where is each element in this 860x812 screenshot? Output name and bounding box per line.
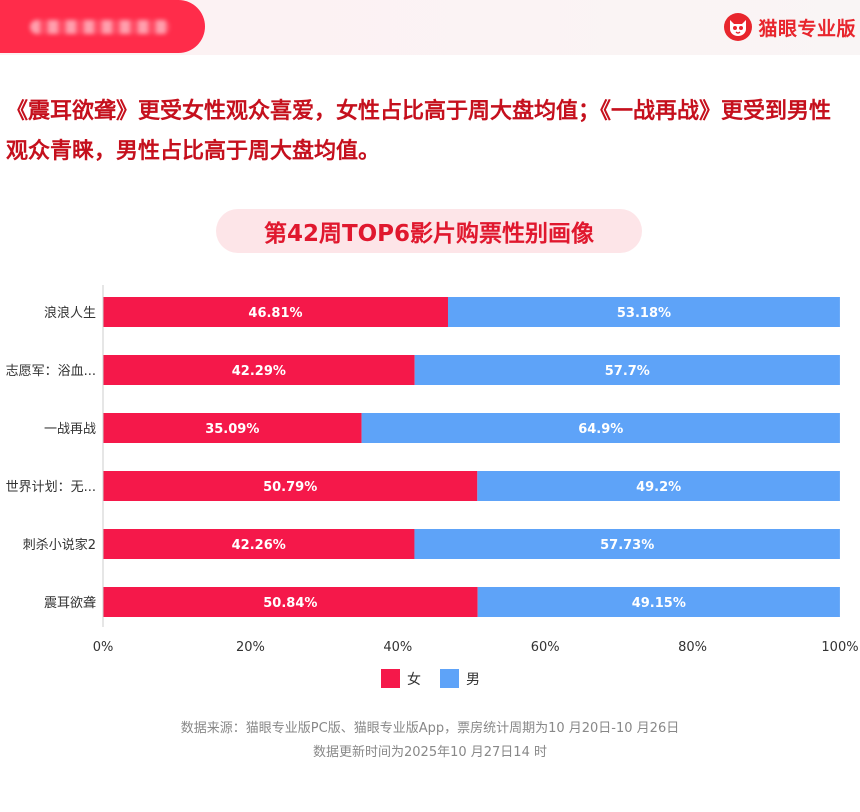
bar-value-label: 50.84% [263,596,317,611]
bar-value-label: 49.15% [632,596,686,611]
stacked-bar-chart: 浪浪人生 46.81% 53.18% 志愿军：浴血... 42.29% 57.7% 一战再战… [6,285,859,688]
legend-swatch [440,669,459,688]
category-label: 震耳欲聋 [44,595,96,611]
legend-label: 男 [466,672,480,688]
bar-value-label: 42.29% [232,364,286,379]
chart-title: 第42周TOP6影片购票性别画像 [263,221,595,247]
category-label: 刺杀小说家2 [23,537,96,553]
category-label: 志愿军：浴血... [6,364,96,379]
blurred-header-text [30,20,170,34]
chart-title-pill: 第42周TOP6影片购票性别画像 [216,209,642,253]
bar-value-label: 50.79% [263,480,317,495]
cat-eye-logo-icon [724,13,753,41]
x-tick-label: 20% [236,640,265,655]
update-time-note: 数据更新时间为2025年10 月27日14 时 [313,745,547,760]
bar-male [477,471,840,501]
brand: 猫眼专业版 [724,12,856,42]
x-tick-label: 40% [383,640,412,655]
category-label: 浪浪人生 [44,306,96,321]
x-tick-label: 60% [531,640,560,655]
bar-male [414,529,840,559]
bar-value-label: 46.81% [248,306,302,321]
bar-value-label: 53.18% [617,306,671,321]
bar-value-label: 57.73% [600,538,654,553]
bar-female [103,297,448,327]
bar-female [103,413,362,443]
legend-swatch [381,669,400,688]
bar-value-label: 35.09% [205,422,259,437]
bar-male [447,297,840,327]
bar-value-label: 64.9% [578,422,623,437]
bar-value-label: 42.26% [232,538,286,553]
x-tick-label: 100% [821,640,858,655]
x-tick-label: 80% [678,640,707,655]
data-source-note: 数据来源：猫眼专业版PC版、猫眼专业版App，票房统计周期为10 月20日-10… [180,721,680,736]
bar-female [103,471,478,501]
bar-male [477,587,840,617]
headline: 《震耳欲聋》更受女性观众喜爱，女性占比高于周大盘均值；《一战再战》更受到男性观众… [6,99,832,164]
category-label: 一战再战 [44,422,96,437]
legend-label: 女 [407,671,421,688]
brand-name: 猫眼专业版 [758,17,856,40]
bar-female [103,529,415,559]
header-tag [0,0,205,53]
bar-male [414,355,840,385]
bar-female [103,355,415,385]
category-label: 世界计划：无... [6,480,96,495]
bar-female [103,587,478,617]
bar-value-label: 57.7% [605,364,650,379]
bar-male [361,413,840,443]
bar-value-label: 49.2% [636,480,681,495]
x-tick-label: 0% [93,640,114,655]
